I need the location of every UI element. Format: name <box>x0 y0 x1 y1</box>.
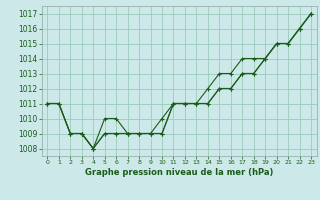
X-axis label: Graphe pression niveau de la mer (hPa): Graphe pression niveau de la mer (hPa) <box>85 168 273 177</box>
